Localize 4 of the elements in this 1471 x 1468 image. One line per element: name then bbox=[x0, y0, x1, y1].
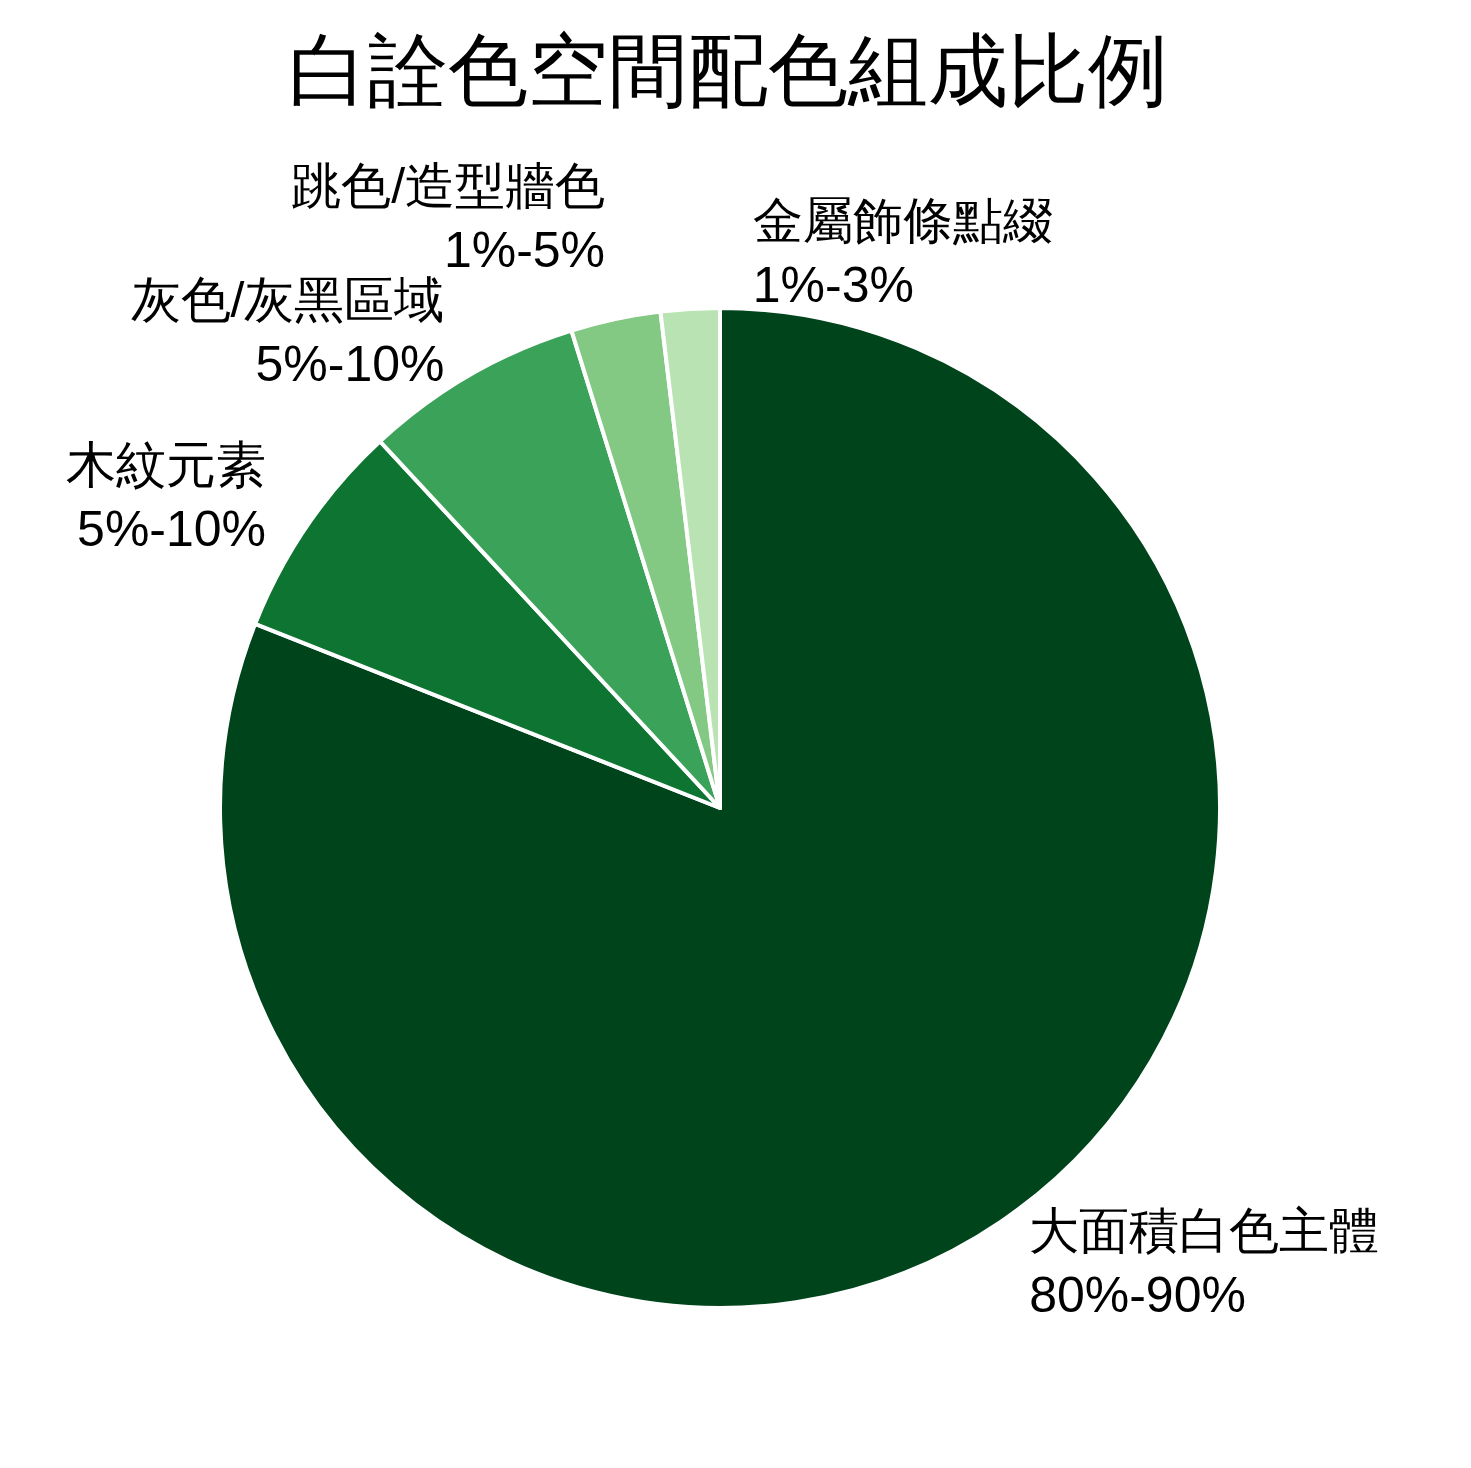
slice-label: 大面積白色主體 80%-90% bbox=[1029, 1202, 1380, 1323]
slice-label: 金屬飾條點綴 1%-3% bbox=[752, 192, 1053, 313]
chart-title: 白詮色空間配色組成比例 bbox=[287, 25, 1168, 115]
slice-label: 木紋元素 5%-10% bbox=[66, 437, 267, 558]
